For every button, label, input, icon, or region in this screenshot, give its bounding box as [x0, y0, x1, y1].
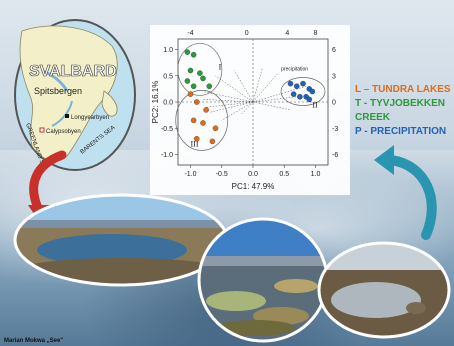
- data-point: [206, 83, 213, 90]
- group-ellipses: [175, 43, 326, 151]
- group-label: I: [219, 62, 222, 71]
- data-point: [187, 91, 194, 97]
- tundra-lake-photo: [13, 193, 229, 287]
- group-label: II: [312, 100, 318, 109]
- x-axis-label: PC1: 47.9%: [232, 182, 275, 191]
- loading-arrow: [221, 101, 254, 121]
- top-tick-label: 0: [245, 30, 249, 37]
- data-point: [190, 51, 197, 58]
- map-region-label: SVALBARD: [29, 63, 117, 80]
- data-point: [197, 70, 203, 76]
- legend-tundra-lakes: L – TUNDRA LAKES: [355, 84, 451, 95]
- chart-background: [150, 25, 350, 195]
- data-point: [309, 88, 316, 95]
- map-town-1: Longyearbyen: [71, 115, 109, 121]
- data-point: [184, 78, 191, 84]
- loading-arrow: [209, 101, 254, 113]
- data-point: [212, 125, 219, 132]
- teal-arrow: [374, 145, 437, 240]
- y-tick-label: -1.0: [161, 152, 173, 159]
- right-tick-label: 6: [332, 47, 336, 54]
- y-tick-label: -0.5: [161, 126, 173, 133]
- legend-tyvjobekken: T - TYVJOBEKKEN: [355, 98, 446, 109]
- loading-arrow: [202, 91, 254, 103]
- top-tick-label: 8: [314, 30, 318, 37]
- data-point: [297, 94, 303, 100]
- loading-arrow: [202, 99, 254, 103]
- data-point: [200, 120, 206, 126]
- data-point: [184, 49, 191, 55]
- x-tick-label: 0.0: [248, 171, 258, 178]
- loading-arrow: [240, 101, 254, 116]
- x-tick-label: -0.5: [216, 171, 228, 178]
- loading-arrow: [234, 70, 254, 103]
- loading-arrow: [252, 101, 291, 111]
- pca-svg: -1.0 -0.5 0.0 0.5 1.0 1.0 0.5 0.0 -0.5 -1.0 -4 0 4 8 6…: [150, 25, 350, 195]
- data-points: [184, 49, 316, 145]
- x-tick-label: 0.5: [279, 171, 289, 178]
- data-point: [293, 83, 300, 90]
- data-point: [287, 80, 294, 87]
- right-tick-label: 0: [332, 100, 336, 107]
- longyearbyen-marker: [65, 114, 69, 118]
- data-point: [200, 75, 206, 82]
- y-tick-label: 0.5: [163, 73, 173, 80]
- top-tick-label: -4: [187, 30, 193, 37]
- chart-axes: [175, 38, 329, 168]
- group-ellipse-2: [280, 77, 326, 106]
- group-label: III: [191, 140, 199, 149]
- top-tick-label: 4: [285, 30, 289, 37]
- photo-credit: Marian Mokwa „See": [4, 338, 64, 344]
- x-tick-label: -1.0: [184, 171, 196, 178]
- legend-creek: CREEK: [355, 112, 391, 123]
- data-point: [290, 91, 297, 97]
- x-tick-label: 1.0: [311, 171, 321, 178]
- data-point: [187, 67, 194, 74]
- data-point: [190, 83, 197, 90]
- site-legend: L – TUNDRA LAKES T - TYVJOBEKKEN CREEK P…: [355, 83, 451, 139]
- map-island-label: Spitsbergen: [34, 86, 82, 96]
- svalbard-map: SVALBARD Spitsbergen Longyearbyen Calyps…: [12, 16, 138, 174]
- right-tick-label: -6: [332, 152, 338, 159]
- data-point: [300, 80, 306, 87]
- legend-precipitation: P - PRECIPITATION: [355, 126, 447, 137]
- y-tick-label: 1.0: [163, 47, 173, 54]
- loading-arrow: [252, 96, 297, 103]
- y-axis-label: PC2: 16.1%: [151, 81, 160, 124]
- precipitation-photo: [317, 241, 451, 339]
- map-svg: SVALBARD Spitsbergen Longyearbyen Calyps…: [14, 19, 136, 173]
- group-ellipse-3: [175, 90, 229, 151]
- creek-photo: [197, 217, 329, 343]
- loading-arrow: [252, 72, 279, 103]
- right-tick-label: 3: [332, 73, 336, 80]
- calypsobyen-marker: [39, 127, 45, 133]
- precipitation-variable-label: precipitation: [281, 67, 308, 73]
- map-town-2: Calypsobyen: [46, 129, 81, 135]
- pca-biplot: -1.0 -0.5 0.0 0.5 1.0 1.0 0.5 0.0 -0.5 -1.0 -4 0 4 8 6…: [150, 25, 350, 195]
- chart-labels: -1.0 -0.5 0.0 0.5 1.0 1.0 0.5 0.0 -0.5 -1.0 -4 0 4 8 6…: [151, 30, 338, 191]
- right-tick-label: -3: [332, 126, 338, 133]
- data-point: [194, 99, 200, 105]
- data-point: [203, 107, 209, 113]
- data-point: [209, 138, 216, 145]
- loading-arrow: [206, 101, 254, 108]
- y-tick-label: 0.0: [163, 100, 173, 107]
- data-point: [306, 96, 312, 103]
- data-point: [194, 136, 200, 142]
- data-point: [190, 117, 197, 124]
- group-ellipse-1: [177, 43, 223, 96]
